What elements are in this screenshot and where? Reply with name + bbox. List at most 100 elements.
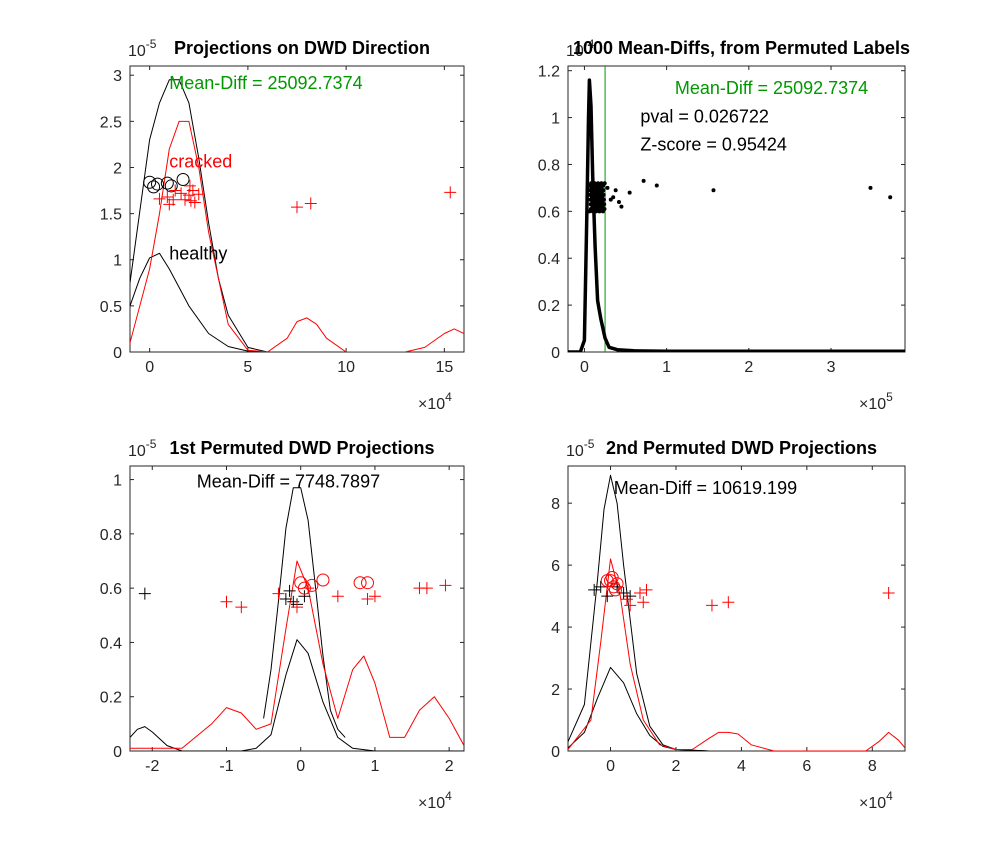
- data-point-plus: [601, 590, 614, 603]
- annotation-0: Mean-Diff = 25092.7374: [675, 78, 868, 98]
- y-tick-label: 1: [113, 473, 122, 490]
- y-tick-label: 3: [113, 68, 122, 85]
- data-point-plus: [588, 583, 601, 596]
- data-point-circle: [610, 577, 624, 591]
- data-point-circle: [160, 176, 174, 190]
- x-tick-label: 6: [802, 758, 811, 775]
- annotation-0: Mean-Diff = 10619.199: [614, 478, 797, 498]
- x-tick-label: 15: [435, 359, 453, 376]
- panel-2nd-permuted: 0 2 4 6 8 0 2 4 6 8 ×104 10-5 Mean-Diff = 10619.199 2…: [551, 437, 906, 812]
- data-point-circle: [164, 179, 178, 193]
- y-tick-label: 0.8: [100, 527, 122, 544]
- annotation-2: Z-score = 0.95424: [640, 134, 787, 154]
- data-point-plus: [882, 587, 895, 600]
- y-tick-label: 6: [551, 558, 560, 575]
- data-point-circle: [361, 576, 375, 590]
- y-tick-label: 1.5: [100, 207, 122, 224]
- y-tick-label: 4: [551, 620, 560, 637]
- data-point-circle: [316, 573, 330, 587]
- data-point-plus: [291, 201, 303, 214]
- x-tick-label: 2: [672, 758, 681, 775]
- data-point-plus: [594, 580, 607, 593]
- density-curve-2: [130, 120, 464, 352]
- data-point-plus: [633, 587, 646, 600]
- y-tick-label: 1: [551, 111, 560, 128]
- data-point-dot: [613, 188, 618, 193]
- density-curve-0: [568, 78, 905, 352]
- data-point-plus: [272, 587, 285, 600]
- x-tick-label: -2: [145, 758, 159, 775]
- annotation-1: cracked: [169, 151, 232, 171]
- x-tick-label: 0: [296, 758, 305, 775]
- data-point-plus: [167, 193, 180, 206]
- data-point-plus: [304, 197, 317, 210]
- data-point-circle: [607, 580, 621, 594]
- y-exponent-label: 10-5: [566, 437, 595, 460]
- panel-1st-permuted: -2 -1 0 1 2 0 0.2 0.4 0.6 0.8 1 ×104 10-5 Mean-Diff =…: [100, 437, 465, 812]
- y-tick-label: 2: [113, 160, 122, 177]
- density-curve-1: [130, 639, 464, 751]
- y-tick-label: 2.5: [100, 114, 122, 131]
- data-point-plus: [620, 593, 633, 606]
- data-point-circle: [297, 581, 311, 595]
- axes-box: [567, 65, 906, 353]
- data-point-plus: [298, 590, 311, 603]
- y-tick-label: 0.2: [100, 690, 122, 707]
- data-point-dot: [641, 178, 646, 183]
- data-point-plus: [368, 590, 381, 603]
- x-tick-label: 0: [606, 758, 615, 775]
- chart-title: Projections on DWD Direction: [174, 38, 430, 58]
- data-point-dot: [616, 199, 621, 204]
- data-point-plus: [617, 587, 630, 600]
- density-curve-1: [130, 252, 268, 352]
- y-tick-label: 0: [113, 744, 122, 761]
- data-point-dot: [601, 192, 606, 197]
- y-tick-label: 8: [551, 496, 560, 513]
- x-tick-label: 1: [662, 359, 671, 376]
- data-point-dot: [601, 188, 606, 193]
- data-point-plus: [235, 601, 248, 614]
- x-tick-label: -1: [219, 758, 233, 775]
- density-curve-2: [130, 560, 464, 749]
- data-point-plus: [183, 179, 196, 192]
- x-tick-label: 1: [370, 758, 379, 775]
- data-point-dot: [611, 195, 616, 200]
- density-curve-0: [568, 474, 709, 751]
- data-point-plus: [220, 595, 233, 608]
- y-tick-label: 0.4: [538, 251, 560, 268]
- data-point-dot: [601, 197, 606, 202]
- data-point-plus: [331, 590, 344, 603]
- data-point-plus: [637, 596, 650, 609]
- y-tick-label: 0.4: [100, 635, 122, 652]
- data-point-circle: [353, 576, 367, 590]
- plot-area: [130, 487, 464, 751]
- x-tick-label: 10: [337, 359, 355, 376]
- data-point-circle: [147, 180, 161, 194]
- data-point-dot: [711, 188, 716, 193]
- y-tick-label: 0.2: [538, 298, 560, 315]
- axes-box: [567, 465, 906, 752]
- data-point-plus: [279, 593, 292, 605]
- panel-projections-dwd: 0 5 10 15 0 0.5 1 1.5 2 2.5 3 ×104 10-5 Mean-Diff = 2…: [100, 37, 465, 413]
- x-tick-label: 2: [445, 758, 454, 775]
- data-point-plus: [161, 191, 174, 204]
- chart-title: 1000 Mean-Diffs, from Permuted Labels: [573, 38, 910, 58]
- y-exponent-label: 10-5: [128, 37, 157, 60]
- y-tick-label: 0.6: [538, 204, 560, 221]
- data-point-plus: [361, 593, 374, 605]
- plot-area: [130, 79, 464, 352]
- x-exponent-label: ×104: [418, 390, 452, 413]
- data-point-plus: [291, 601, 303, 614]
- plot-area: [568, 474, 905, 751]
- data-point-circle: [176, 172, 190, 186]
- y-tick-label: 0.8: [538, 157, 560, 174]
- data-point-dot: [602, 181, 607, 186]
- data-point-plus: [444, 186, 457, 199]
- data-point-plus: [169, 184, 182, 197]
- data-point-plus: [439, 579, 452, 592]
- x-tick-label: 0: [580, 359, 589, 376]
- plot-area: [568, 66, 905, 352]
- data-point-dot: [868, 185, 873, 190]
- data-point-plus: [722, 596, 735, 609]
